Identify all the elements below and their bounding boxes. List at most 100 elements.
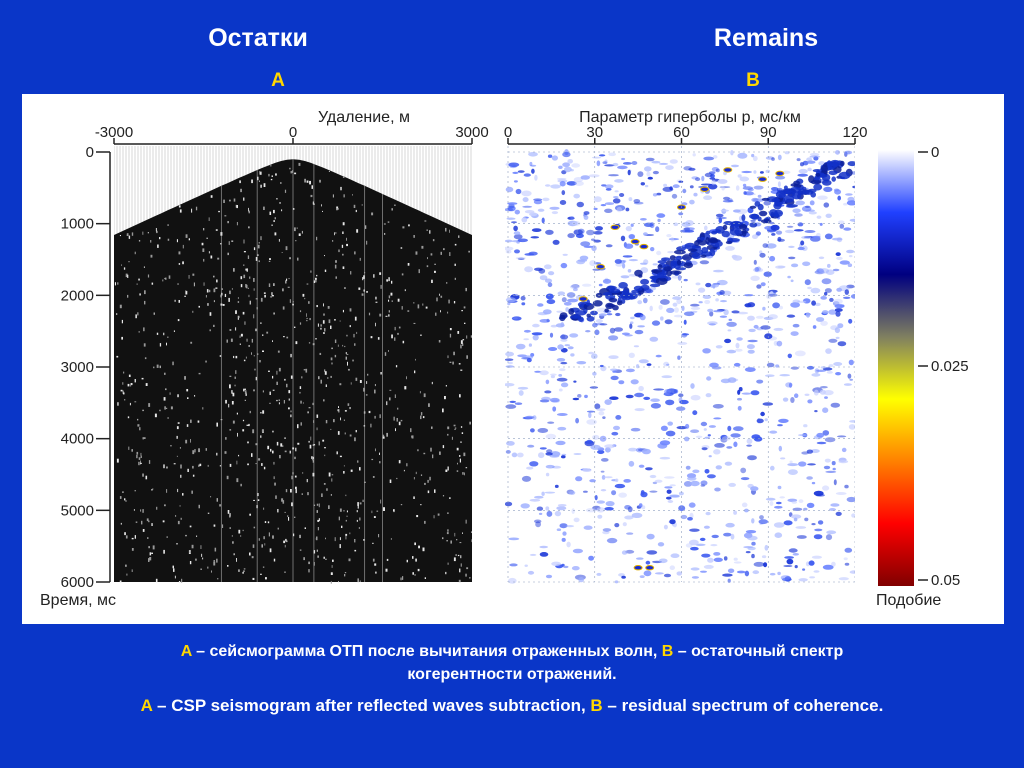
seismogram-speckle	[285, 246, 288, 251]
seismogram-speckle	[195, 558, 197, 561]
seismogram-speckle	[338, 409, 340, 413]
coherence-blob	[513, 317, 518, 320]
coherence-blob	[550, 184, 561, 189]
seismogram-speckle	[126, 233, 129, 236]
coherence-blob	[652, 193, 658, 197]
coherence-blob	[833, 479, 837, 486]
seismogram-speckle	[268, 283, 271, 287]
coherence-blob	[612, 162, 619, 167]
seismogram-speckle	[176, 239, 178, 243]
panel-a: Удаление, м -3000 0 3000 01000200030004000…	[40, 109, 489, 609]
seismogram-speckle	[420, 504, 422, 506]
seismogram-speckle	[253, 247, 256, 251]
coherence-blob	[573, 193, 580, 199]
coherence-blob	[676, 426, 688, 430]
coherence-blob	[739, 176, 750, 182]
seismogram-speckle	[453, 351, 455, 356]
coherence-blob	[678, 491, 684, 496]
seismogram-speckle	[177, 488, 179, 493]
coherence-blob	[783, 565, 793, 567]
coherence-blob	[576, 361, 587, 365]
seismogram-speckle	[458, 579, 461, 583]
seismogram-speckle	[357, 578, 359, 583]
coherence-blob	[837, 341, 847, 347]
coherence-blob	[790, 302, 800, 308]
seismogram-speckle	[344, 345, 346, 348]
coherence-blob	[752, 155, 758, 162]
coherence-band-blob	[640, 278, 650, 285]
coherence-blob	[656, 213, 666, 218]
seismogram-speckle	[356, 519, 358, 522]
seismogram-speckle	[297, 257, 299, 261]
coherence-blob	[636, 557, 644, 560]
seismogram-speckle	[464, 472, 465, 476]
seismogram-speckle	[442, 445, 445, 449]
coherence-blob	[703, 564, 714, 569]
coherence-band-blob	[815, 173, 821, 177]
coherence-blob	[731, 164, 739, 168]
coherence-blob	[621, 575, 626, 579]
seismogram-speckle	[162, 520, 165, 523]
seismogram-speckle	[202, 407, 204, 410]
seismogram-speckle	[300, 400, 302, 404]
seismogram-speckle	[138, 278, 140, 281]
coherence-blob	[672, 296, 682, 300]
seismogram-speckle	[259, 171, 262, 175]
seismogram-speckle	[153, 366, 155, 369]
coherence-blob	[609, 327, 616, 334]
coherence-blob	[575, 476, 583, 482]
coherence-blob	[531, 228, 542, 233]
coherence-blob	[605, 501, 615, 507]
coherence-blob	[812, 325, 817, 329]
seismogram-speckle	[420, 412, 423, 416]
coherence-band-blob	[804, 189, 814, 195]
coherence-blob	[651, 160, 661, 164]
coherence-blob	[701, 447, 708, 451]
coherence-blob	[645, 560, 651, 565]
seismogram-speckle	[217, 578, 219, 580]
coherence-blob	[537, 428, 549, 433]
seismogram-speckle	[368, 312, 371, 316]
seismogram-speckle	[233, 553, 235, 556]
coherence-blob	[598, 411, 605, 416]
coherence-blob	[702, 295, 712, 299]
coherence-blob	[604, 164, 615, 167]
seismogram-speckle	[316, 414, 319, 418]
coherence-blob	[505, 404, 517, 409]
seismogram-speckle	[159, 237, 161, 240]
seismogram-speckle	[338, 581, 339, 583]
coherence-blob	[560, 361, 568, 365]
coherence-blob	[806, 365, 815, 370]
coherence-blob	[601, 475, 606, 480]
coherence-blob	[822, 430, 830, 436]
coherence-blob	[788, 256, 796, 260]
coherence-blob	[835, 511, 842, 516]
seismogram-speckle	[349, 325, 351, 328]
coherence-blob	[822, 485, 830, 491]
seismogram-speckle	[126, 573, 128, 576]
coherence-blob	[576, 259, 586, 265]
coherence-band-blob	[609, 288, 621, 294]
seismogram-speckle	[253, 389, 255, 392]
coherence-band-blob	[666, 269, 672, 277]
seismogram-speckle	[358, 287, 361, 290]
seismogram-speckle	[127, 416, 130, 419]
coherence-band-blob	[676, 246, 686, 251]
coherence-blob	[755, 231, 762, 236]
seismogram-speckle	[462, 339, 465, 341]
panel-a-y-tick-label: 2000	[61, 287, 94, 304]
coherence-blob	[711, 283, 720, 288]
coherence-blob	[514, 402, 523, 406]
seismogram-speckle	[349, 308, 352, 312]
seismogram-speckle	[295, 240, 297, 242]
coherence-band-blob	[749, 222, 758, 228]
coherence-blob	[608, 335, 619, 341]
coherence-blob	[614, 327, 623, 332]
coherence-blob	[569, 333, 579, 338]
seismogram-speckle	[226, 475, 229, 480]
coherence-blob	[704, 172, 713, 178]
seismogram-speckle	[337, 431, 340, 435]
coherence-blob	[833, 298, 843, 305]
seismogram-speckle	[203, 282, 205, 286]
coherence-blob	[692, 410, 698, 416]
